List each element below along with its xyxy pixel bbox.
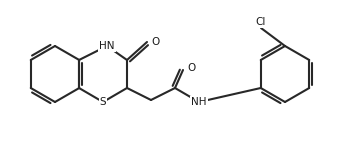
Text: Cl: Cl bbox=[256, 17, 266, 27]
Text: NH: NH bbox=[191, 97, 207, 107]
Text: O: O bbox=[187, 63, 195, 73]
Text: S: S bbox=[100, 97, 106, 107]
Text: O: O bbox=[151, 37, 159, 47]
Text: HN: HN bbox=[99, 41, 115, 51]
